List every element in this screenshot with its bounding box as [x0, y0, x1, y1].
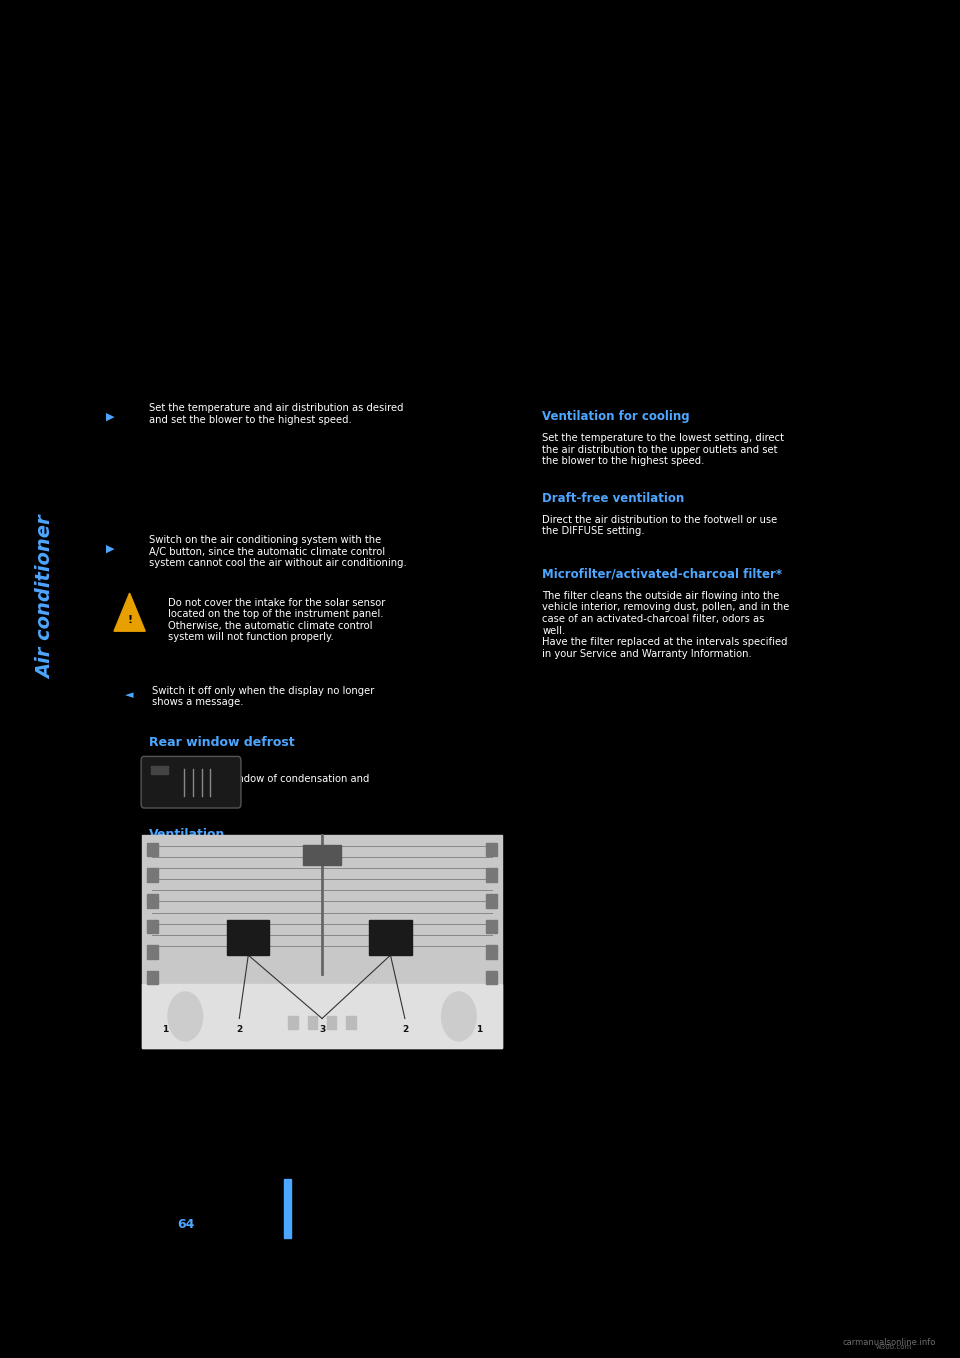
- Text: w30b.com: w30b.com: [876, 1344, 912, 1350]
- Text: 1: 1: [475, 1025, 482, 1033]
- Text: carmanualsonline.info: carmanualsonline.info: [843, 1338, 936, 1347]
- Bar: [142, 835, 502, 1048]
- Text: Draft-free ventilation: Draft-free ventilation: [542, 492, 684, 505]
- Text: Rear window defrost: Rear window defrost: [149, 736, 295, 750]
- Bar: [347, 1016, 356, 1029]
- Text: Do not cover the intake for the solar sensor
located on the top of the instrumen: Do not cover the intake for the solar se…: [168, 598, 385, 642]
- Text: Ventilation for cooling: Ventilation for cooling: [542, 410, 690, 424]
- Bar: [486, 945, 497, 959]
- Text: 1: 1: [162, 1025, 169, 1033]
- Text: Direct the air distribution to the footwell or use
the DIFFUSE setting.: Direct the air distribution to the footw…: [542, 515, 778, 536]
- Bar: [486, 869, 497, 883]
- Circle shape: [442, 991, 476, 1040]
- Text: Set the temperature to the lowest setting, direct
the air distribution to the up: Set the temperature to the lowest settin…: [542, 433, 784, 466]
- Bar: [326, 1016, 337, 1029]
- Bar: [147, 945, 158, 959]
- Bar: [284, 1179, 291, 1238]
- Text: ▶: ▶: [107, 543, 114, 554]
- Bar: [147, 843, 158, 857]
- Bar: [147, 894, 158, 907]
- Text: Clears the rear window of condensation and
ice rapidly.: Clears the rear window of condensation a…: [149, 774, 370, 796]
- Text: ▶: ▶: [107, 411, 114, 422]
- Text: !: !: [127, 615, 132, 625]
- Bar: [486, 919, 497, 933]
- Bar: [486, 971, 497, 985]
- Polygon shape: [114, 593, 145, 631]
- Text: Air conditioner: Air conditioner: [36, 516, 56, 679]
- Text: 2: 2: [236, 1025, 243, 1033]
- Circle shape: [168, 991, 203, 1040]
- Text: Ventilation: Ventilation: [149, 828, 226, 842]
- Bar: [142, 985, 502, 1048]
- Bar: [151, 766, 168, 774]
- Bar: [486, 843, 497, 857]
- Bar: [147, 971, 158, 985]
- Text: 2: 2: [401, 1025, 408, 1033]
- Text: The filter cleans the outside air flowing into the
vehicle interior, removing du: The filter cleans the outside air flowin…: [542, 591, 790, 659]
- Text: 64: 64: [178, 1218, 195, 1232]
- Bar: [147, 869, 158, 883]
- Bar: [288, 1016, 299, 1029]
- Bar: [486, 894, 497, 907]
- Text: 3: 3: [319, 1025, 325, 1033]
- Text: Microfilter/activated-charcoal filter*: Microfilter/activated-charcoal filter*: [542, 568, 782, 581]
- Text: Switch on the air conditioning system with the
A/C button, since the automatic c: Switch on the air conditioning system wi…: [149, 535, 406, 568]
- Text: Switch it off only when the display no longer
shows a message.: Switch it off only when the display no l…: [152, 686, 374, 708]
- Bar: [228, 919, 270, 955]
- Text: ◄: ◄: [126, 690, 133, 701]
- Bar: [303, 845, 342, 865]
- FancyBboxPatch shape: [141, 756, 241, 808]
- Bar: [307, 1016, 317, 1029]
- Text: Set the temperature and air distribution as desired
and set the blower to the hi: Set the temperature and air distribution…: [149, 403, 403, 425]
- Bar: [370, 919, 412, 955]
- Bar: [147, 919, 158, 933]
